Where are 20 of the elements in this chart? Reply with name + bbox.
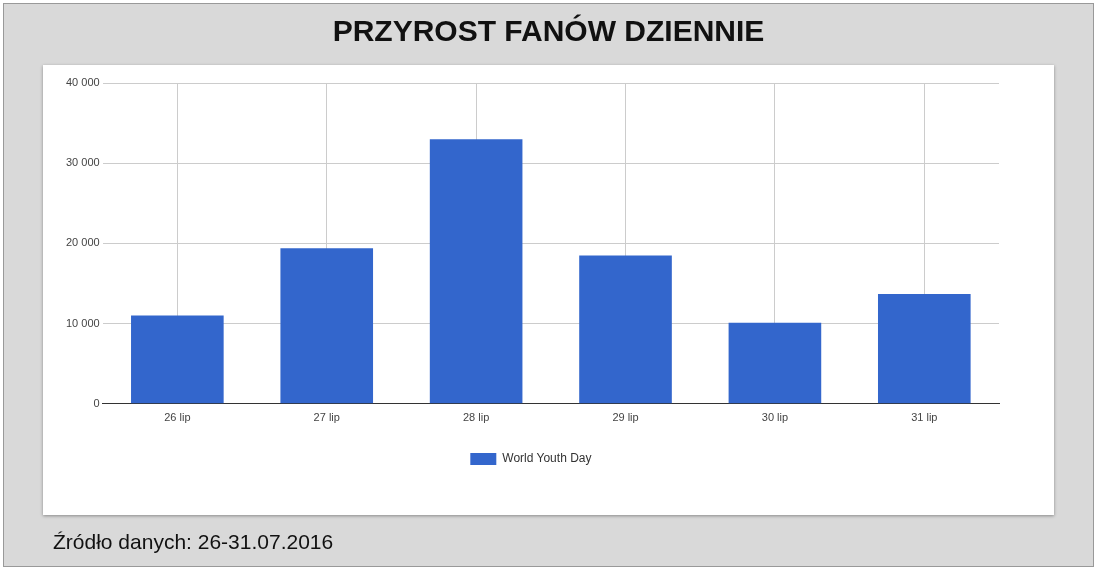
x-tick-label: 31 lip <box>911 411 938 424</box>
bar <box>728 322 822 404</box>
y-tick-label: 0 <box>93 396 100 409</box>
text: Źródło danych: 26-31.07.2016 <box>53 530 334 554</box>
x-tick-label: 28 lip <box>462 411 490 424</box>
legend-label: World Youth Day <box>502 451 592 466</box>
x-tick-label: 27 lip <box>313 411 340 424</box>
chart-title: PRZYROST FANÓW DZIENNIE <box>331 14 766 48</box>
x-tick-label: 29 lip <box>612 411 639 424</box>
y-tick-label: 40 000 <box>65 76 100 89</box>
bar <box>429 139 523 404</box>
y-tick-label: 10 000 <box>65 316 100 329</box>
x-tick-label: 30 lip <box>761 411 789 424</box>
y-tick-label: 30 000 <box>65 156 100 169</box>
bar <box>131 315 224 404</box>
bar <box>579 255 672 404</box>
bar <box>280 248 374 404</box>
x-tick-label: 26 lip <box>164 411 191 424</box>
y-tick-label: 20 000 <box>65 236 100 249</box>
bar <box>877 293 971 404</box>
